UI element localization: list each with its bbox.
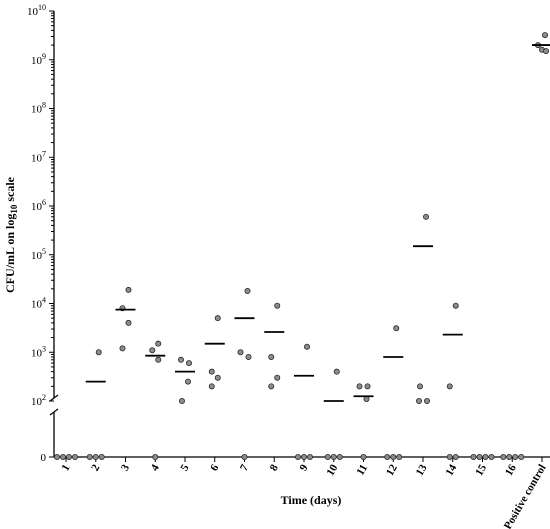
data-point: [178, 397, 185, 404]
data-point: [360, 453, 367, 460]
data-point: [476, 453, 483, 460]
y-tick-label: 107: [31, 149, 46, 164]
y-tick-label: 105: [31, 247, 46, 262]
data-point: [518, 453, 525, 460]
data-point: [208, 383, 215, 390]
data-point: [356, 383, 363, 390]
data-point: [208, 368, 215, 375]
data-point: [330, 453, 337, 460]
data-point: [396, 453, 403, 460]
data-point: [500, 453, 507, 460]
data-point: [364, 383, 371, 390]
data-point: [241, 453, 248, 460]
x-tick-label: 11: [355, 463, 371, 478]
y-tick-label: 103: [31, 344, 46, 359]
data-point: [390, 453, 397, 460]
data-point: [306, 453, 313, 460]
data-point: [245, 353, 252, 360]
data-point: [155, 340, 162, 347]
data-point: [506, 453, 513, 460]
x-tick-label: 16: [503, 462, 519, 478]
data-point: [152, 453, 159, 460]
data-point: [268, 383, 275, 390]
data-point: [125, 319, 132, 326]
data-point: [60, 453, 67, 460]
data-point: [452, 302, 459, 309]
x-tick-label: 4: [149, 462, 162, 473]
x-tick-label: 15: [473, 462, 489, 478]
data-point: [274, 374, 281, 381]
data-point: [177, 356, 184, 363]
x-tick-label: 6: [208, 462, 221, 473]
data-point: [470, 453, 477, 460]
y-tick-label: 104: [31, 296, 46, 311]
data-point: [92, 453, 99, 460]
data-point: [300, 453, 307, 460]
data-point: [66, 453, 73, 460]
data-point: [446, 453, 453, 460]
x-axis-title: Time (days): [281, 493, 342, 507]
data-point: [268, 353, 275, 360]
x-tick-label: 12: [384, 462, 400, 478]
data-point: [512, 453, 519, 460]
data-point: [274, 302, 281, 309]
y-zero-label: 0: [41, 452, 47, 464]
data-point: [446, 383, 453, 390]
data-point: [95, 349, 102, 356]
data-point: [415, 397, 422, 404]
data-point: [488, 453, 495, 460]
data-point: [184, 378, 191, 385]
data-point: [324, 453, 331, 460]
x-tick-label: 7: [238, 462, 251, 473]
data-point: [336, 453, 343, 460]
x-tick-label: 3: [119, 462, 132, 473]
data-point: [237, 349, 244, 356]
data-point: [214, 374, 221, 381]
data-point: [54, 453, 61, 460]
x-tick-label: 13: [414, 462, 430, 478]
y-tick-label: 109: [31, 52, 46, 67]
data-point: [416, 383, 423, 390]
data-point: [393, 325, 400, 332]
data-point: [72, 453, 79, 460]
axes: [49, 10, 550, 462]
x-tick-label: 14: [443, 462, 459, 478]
data-point: [452, 453, 459, 460]
axis-break-mark: [49, 394, 59, 402]
data-point: [294, 453, 301, 460]
data-point: [214, 315, 221, 322]
y-axis-title: CFU/mL on log10 scale: [3, 176, 19, 293]
data-point: [423, 397, 430, 404]
data-point: [86, 453, 93, 460]
data-point: [384, 453, 391, 460]
data-point: [98, 453, 105, 460]
data-point: [543, 48, 550, 55]
data-point: [119, 345, 126, 352]
data-point: [155, 356, 162, 363]
axis-break-mark: [49, 408, 59, 416]
data-point: [185, 360, 192, 367]
y-tick-label: 102: [31, 393, 46, 408]
data-point: [333, 368, 340, 375]
data-point: [149, 347, 156, 354]
x-tick-label: 1: [59, 463, 72, 474]
data-point: [482, 453, 489, 460]
x-tick-label: 9: [297, 462, 310, 473]
data-point: [422, 213, 429, 220]
y-tick-label: 106: [31, 198, 46, 213]
x-tick-label: 5: [178, 462, 191, 473]
data-point: [542, 32, 549, 39]
data-point: [125, 286, 132, 293]
y-tick-label: 1010: [27, 3, 46, 18]
x-tick-label: 2: [89, 462, 102, 473]
data-point: [303, 343, 310, 350]
data-point: [244, 288, 251, 295]
y-tick-label: 108: [31, 101, 46, 116]
data-marks: [54, 32, 550, 460]
x-tick-label: 10: [324, 462, 340, 478]
x-tick-label: 8: [268, 462, 281, 473]
